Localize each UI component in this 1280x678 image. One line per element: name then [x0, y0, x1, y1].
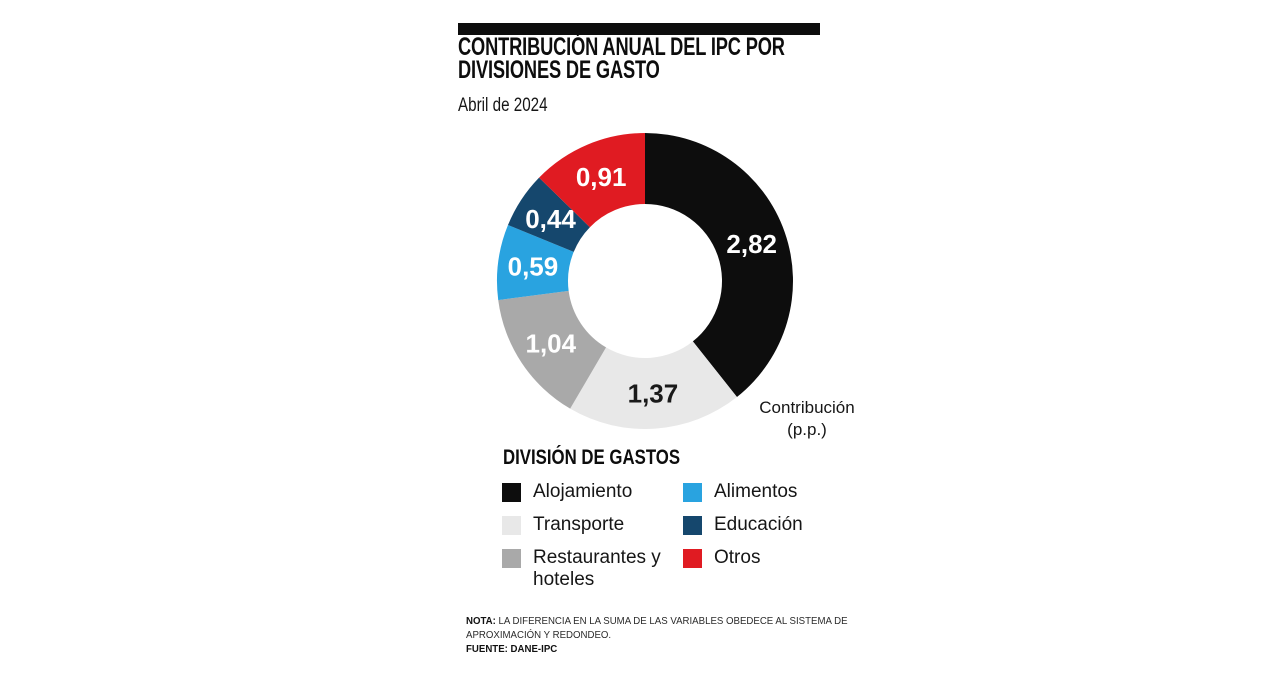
unit-annotation-line1: Contribución	[759, 398, 855, 417]
footnote-line1: NOTA: LA DIFERENCIA EN LA SUMA DE LAS VA…	[466, 614, 852, 628]
legend-label: Educación	[714, 514, 803, 535]
donut-value-label-otros: 0,91	[576, 162, 627, 192]
source-note: FUENTE: DANE-IPC	[466, 643, 558, 655]
legend-item-alimentos: Alimentos	[683, 481, 843, 503]
legend-item-educacion: Educación	[683, 514, 843, 536]
legend-swatch-otros	[683, 549, 702, 568]
legend-item-alojamiento: Alojamiento	[502, 481, 674, 503]
donut-slice-alimentos	[496, 225, 574, 301]
donut-value-label-alojamiento: 2,82	[726, 229, 777, 259]
donut-slice-transporte	[570, 341, 737, 429]
unit-annotation: Contribución (p.p.)	[746, 397, 868, 441]
legend-swatch-restaurantes-y-hoteles	[502, 549, 521, 568]
page-title: CONTRIBUCIÓN ANUAL DEL IPC POR DIVISIONE…	[458, 33, 785, 84]
legend-swatch-transporte	[502, 516, 521, 535]
legend-title: DIVISIÓN DE GASTOS	[503, 446, 681, 469]
legend-label: Transporte	[533, 514, 625, 535]
donut-value-label-educacion: 0,44	[525, 204, 576, 234]
legend-item-otros: Otros	[683, 547, 843, 569]
legend-swatch-alojamiento	[502, 483, 521, 502]
donut-value-label-alimentos: 0,59	[508, 251, 559, 281]
donut-slice-restaurantes-y-hoteles	[498, 290, 607, 409]
legend-item-transporte: Transporte	[502, 514, 674, 536]
footnote: NOTA: LA DIFERENCIA EN LA SUMA DE LAS VA…	[466, 614, 852, 656]
title-accent-bar	[458, 23, 820, 35]
footnote-text1: LA DIFERENCIA EN LA SUMA DE LAS VARIABLE…	[498, 615, 848, 627]
donut-slice-otros	[539, 133, 645, 228]
page-title-line1: CONTRIBUCIÓN ANUAL DEL IPC POR	[458, 33, 785, 61]
legend-label: Alojamiento	[533, 481, 633, 502]
donut-slice-educacion	[507, 177, 590, 252]
legend-label: Alimentos	[714, 481, 798, 502]
unit-annotation-line2: (p.p.)	[787, 420, 827, 439]
legend-swatch-educacion	[683, 516, 702, 535]
legend-swatch-alimentos	[683, 483, 702, 502]
legend-column-2: Alimentos Educación Otros	[683, 481, 843, 580]
legend-label: Restaurantes y hoteles	[533, 547, 661, 590]
donut-chart: 2,82 1,37 1,04 0,59 0,440,91	[496, 133, 793, 429]
donut-slice-alojamiento	[645, 133, 793, 397]
donut-value-label-restaurantes-y-hoteles: 1,04	[525, 328, 576, 358]
footnote-label: NOTA:	[466, 615, 496, 627]
legend-label: Otros	[714, 547, 761, 568]
donut-value-label-transporte: 1,37	[628, 379, 679, 409]
legend-item-restaurantes-y-hoteles: Restaurantes y hoteles	[502, 547, 674, 591]
chart-subtitle: Abril de 2024	[458, 95, 548, 116]
footnote-line2: APROXIMACIÓN Y REDONDEO.	[466, 629, 612, 641]
legend-column-1: Alojamiento Transporte Restaurantes y hote…	[502, 481, 674, 602]
page-title-line2: DIVISIONES DE GASTO	[458, 56, 660, 84]
